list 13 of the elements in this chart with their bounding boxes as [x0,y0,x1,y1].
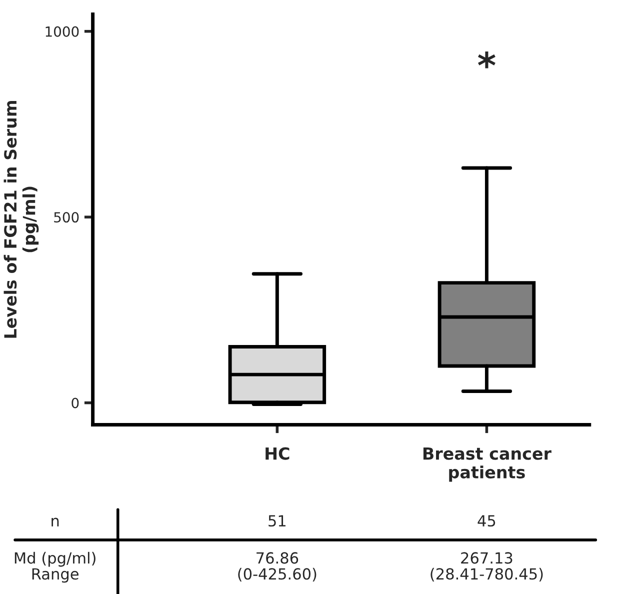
text: 45 [478,515,496,527]
x-tick-label: Breast cancer patients [423,447,552,482]
text: 267.13 (28.41-780.45) [430,552,543,582]
text: n [52,518,59,526]
text: 51 [268,515,286,527]
annotation: * [478,51,496,68]
text: 76.86 (0-425.60) [238,552,316,582]
y-tick-label: 0 [72,398,79,408]
y-tick-label: 1000 [46,26,79,37]
y-tick-label: 500 [54,212,79,223]
y-axis-title: Levels of FGF21 in Serum (pg/ml) [4,100,39,338]
x-tick-label: HC [266,447,290,460]
text: Md (pg/ml) Range [14,552,96,583]
